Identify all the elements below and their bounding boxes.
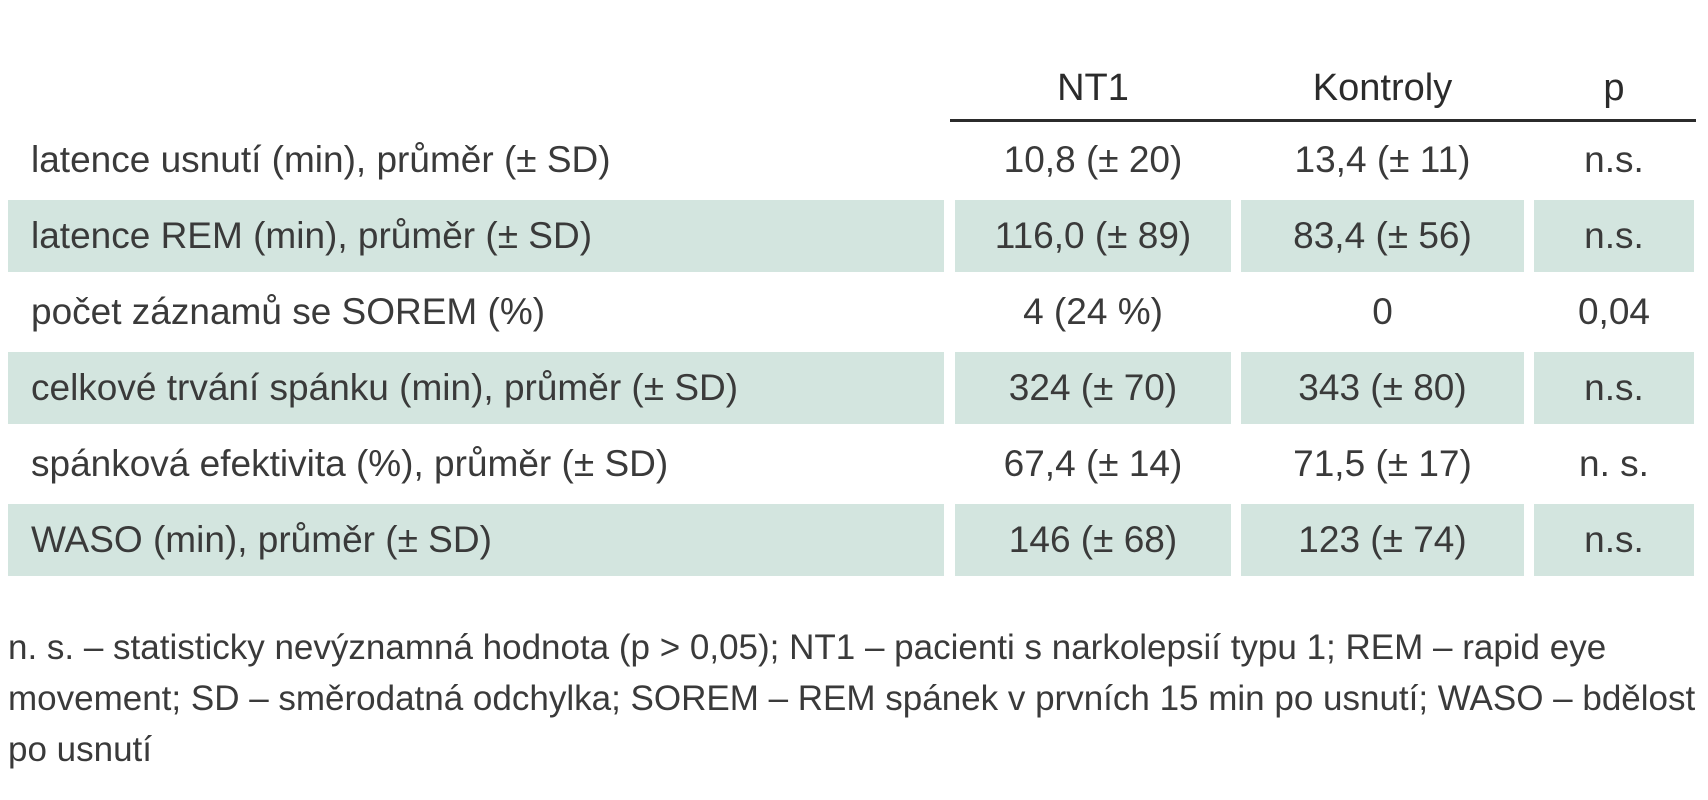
row-label: počet záznamů se SOREM (%) [31, 291, 546, 332]
cell-kontroly: 0 [1372, 291, 1393, 332]
row-label: latence usnutí (min), průměr (± SD) [31, 139, 611, 180]
cell-kontroly: 123 (± 74) [1241, 504, 1524, 576]
cell-nt1: 4 (24 %) [1023, 291, 1163, 332]
cell-nt1: 324 (± 70) [955, 352, 1231, 424]
cell-nt1: 67,4 (± 14) [1003, 443, 1183, 484]
cell-nt1: 146 (± 68) [955, 504, 1231, 576]
cell-p: n.s. [1534, 504, 1694, 576]
table-row: celkové trvání spánku (min), průměr (± S… [0, 352, 1708, 424]
table-row: WASO (min), průměr (± SD) 146 (± 68) 123… [0, 504, 1708, 576]
row-label: latence REM (min), průměr (± SD) [8, 200, 944, 272]
cell-nt1: 10,8 (± 20) [1003, 139, 1183, 180]
table-row: počet záznamů se SOREM (%) 4 (24 %) 0 0,… [0, 276, 1708, 348]
row-label: WASO (min), průměr (± SD) [8, 504, 944, 576]
table-row: spánková efektivita (%), průměr (± SD) 6… [0, 428, 1708, 500]
cell-p: n. s. [1579, 443, 1649, 484]
cell-kontroly: 83,4 (± 56) [1241, 200, 1524, 272]
table-row: latence REM (min), průměr (± SD) 116,0 (… [0, 200, 1708, 272]
cell-p: 0,04 [1577, 291, 1650, 332]
table-footnote: n. s. – statisticky nevýznamná hodnota (… [8, 628, 1696, 769]
row-label: celkové trvání spánku (min), průměr (± S… [8, 352, 944, 424]
cell-p: n.s. [1534, 200, 1694, 272]
column-header-kontroly: Kontroly [1312, 67, 1453, 109]
cell-p: n.s. [1584, 139, 1644, 180]
cell-kontroly: 343 (± 80) [1241, 352, 1524, 424]
cell-kontroly: 71,5 (± 17) [1293, 443, 1472, 484]
cell-kontroly: 13,4 (± 11) [1294, 139, 1471, 180]
cell-p: n.s. [1534, 352, 1694, 424]
header-rule [950, 119, 1696, 122]
cell-nt1: 116,0 (± 89) [955, 200, 1231, 272]
table-row: latence usnutí (min), průměr (± SD) 10,8… [0, 124, 1708, 196]
column-header-p: p [1603, 67, 1625, 109]
column-header-nt1: NT1 [1057, 67, 1129, 109]
row-label: spánková efektivita (%), průměr (± SD) [31, 443, 669, 484]
